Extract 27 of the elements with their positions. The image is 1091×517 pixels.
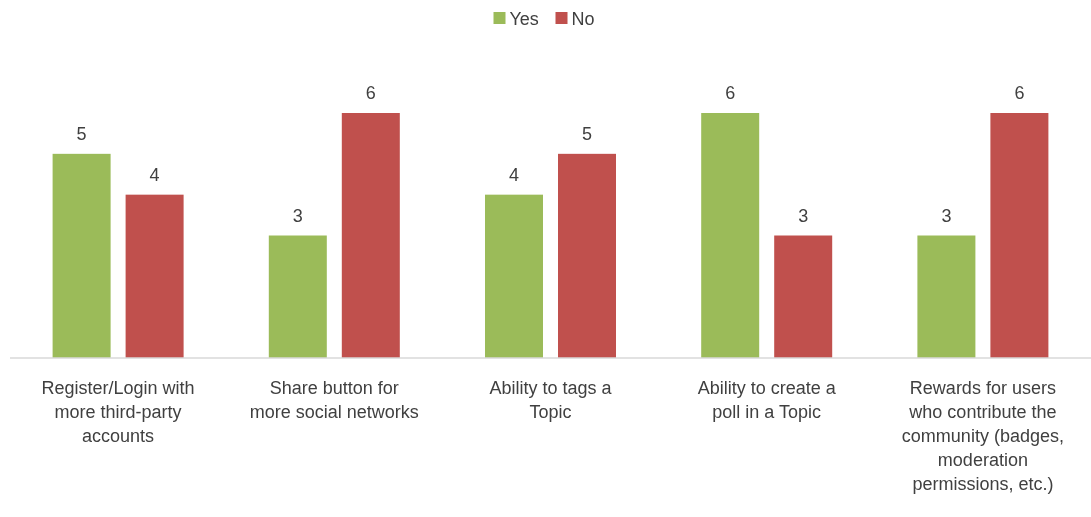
data-label: 5 xyxy=(581,123,593,144)
data-label: 6 xyxy=(725,83,736,103)
legend-label: Yes xyxy=(509,9,539,29)
bar xyxy=(990,113,1049,358)
x-tick-label: Register/Login with more third-party accounts xyxy=(41,378,195,446)
data-label: 4 xyxy=(149,164,160,185)
bar xyxy=(485,194,543,358)
bar xyxy=(52,153,111,358)
bar xyxy=(125,194,184,358)
x-tick-label: Share button for more social networks xyxy=(249,378,419,422)
bar xyxy=(701,113,760,358)
x-tick-label: Ability to tags a Topic xyxy=(489,378,613,422)
data-label: 3 xyxy=(292,205,303,226)
data-label: 6 xyxy=(1014,83,1025,103)
legend-label: No xyxy=(571,9,595,29)
x-tick-label: Rewards for users who contribute the community (badges, moderation permissions, etc.) xyxy=(901,378,1064,494)
data-label: 6 xyxy=(365,83,376,103)
bar xyxy=(558,153,616,358)
data-label: 3 xyxy=(798,205,809,226)
bar xyxy=(774,235,833,358)
data-label: 3 xyxy=(941,205,952,226)
bar xyxy=(268,235,327,358)
bar xyxy=(341,113,400,358)
x-tick-label: Ability to create a poll in a Topic xyxy=(697,378,837,422)
data-label: 5 xyxy=(76,123,87,144)
data-label: 4 xyxy=(508,164,520,185)
bar xyxy=(917,235,976,358)
